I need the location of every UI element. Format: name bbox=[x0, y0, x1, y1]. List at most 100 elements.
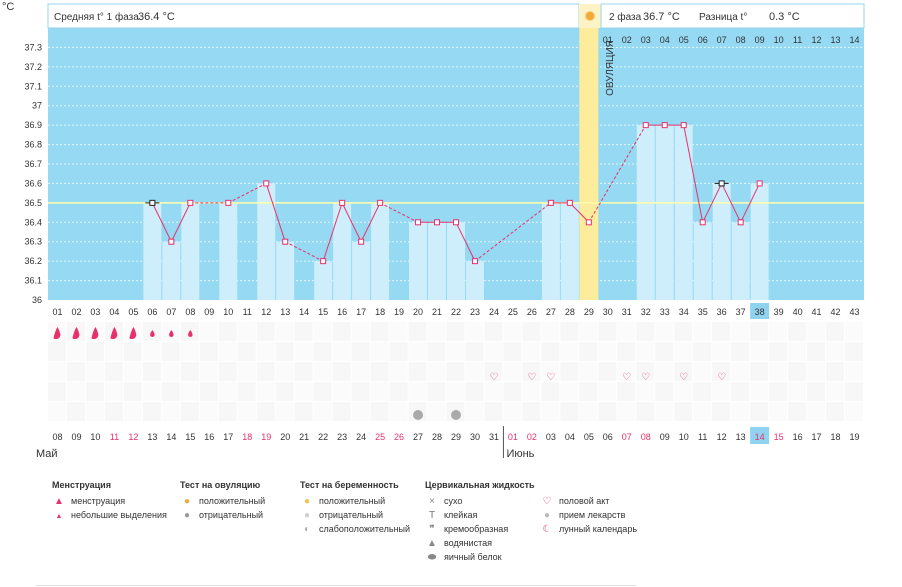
grid-cell bbox=[123, 342, 142, 361]
cycle-day-label: 16 bbox=[337, 307, 347, 317]
menstruation-heavy-icon bbox=[110, 327, 118, 339]
heart-icon: ♡ bbox=[622, 372, 631, 383]
grid-cell bbox=[807, 402, 826, 421]
grid-cell bbox=[503, 402, 522, 421]
legend-item: слабоположительный bbox=[319, 524, 411, 534]
temperature-line-segment bbox=[228, 182, 267, 204]
grid-cell bbox=[617, 382, 636, 401]
temperature-line-segment bbox=[322, 202, 343, 262]
cycle-day-label: 09 bbox=[204, 307, 214, 317]
y-axis-unit: °C bbox=[2, 1, 14, 13]
grid-cell bbox=[332, 382, 351, 401]
legend-other: ♡ половой акт ● прием лекарств ☾ лунный кал… bbox=[540, 480, 638, 536]
grid-cell bbox=[788, 382, 807, 401]
grid-cell bbox=[332, 402, 351, 421]
grid-cell bbox=[351, 362, 370, 381]
grid-cell bbox=[48, 402, 66, 421]
cycle-day-label: 36 bbox=[717, 307, 727, 317]
grid-cell bbox=[750, 342, 769, 361]
month-label: Май bbox=[36, 448, 58, 460]
grid-cell bbox=[731, 382, 750, 401]
grid-cell bbox=[522, 342, 541, 361]
cycle-day-label: 17 bbox=[356, 307, 366, 317]
grid-cell bbox=[617, 362, 636, 381]
y-tick-label: 36.1 bbox=[24, 276, 42, 286]
cycle-day-label: 22 bbox=[451, 307, 461, 317]
ovulation-column bbox=[579, 28, 599, 300]
grid-cell bbox=[598, 322, 617, 341]
legend-item: клейкая bbox=[444, 510, 478, 520]
grid-cell bbox=[66, 362, 85, 381]
temperature-line-segment bbox=[265, 183, 286, 242]
y-tick-label: 36 bbox=[32, 295, 42, 305]
cycle-day-label: 28 bbox=[565, 307, 575, 317]
grid-cell bbox=[484, 402, 503, 421]
temperature-bar bbox=[560, 202, 579, 300]
grid-cell bbox=[769, 342, 788, 361]
grid-cell bbox=[85, 402, 104, 421]
temperature-point bbox=[471, 258, 478, 265]
grid-cell bbox=[845, 402, 863, 421]
post-ovulation-day: 10 bbox=[774, 35, 784, 45]
temperature-point bbox=[699, 219, 706, 226]
temperature-point bbox=[737, 219, 744, 226]
date-label: 04 bbox=[565, 432, 575, 442]
legend-menstruation-title: Менструация bbox=[52, 480, 111, 490]
heart-icon: ♡ bbox=[527, 372, 536, 383]
y-tick-label: 36.3 bbox=[24, 237, 42, 247]
temperature-point bbox=[585, 219, 592, 226]
grid-cell bbox=[446, 322, 465, 341]
grid-cell bbox=[294, 322, 313, 341]
temperature-point bbox=[377, 199, 384, 206]
temperature-point bbox=[168, 238, 175, 245]
post-ovulation-day: 05 bbox=[679, 35, 689, 45]
grid-cell bbox=[218, 342, 237, 361]
phase2-value: 36.7 °C bbox=[643, 11, 680, 23]
cycle-day-label: 10 bbox=[223, 307, 233, 317]
grid-cell bbox=[636, 382, 655, 401]
cycle-day-label: 40 bbox=[793, 307, 803, 317]
grid-cell bbox=[313, 382, 332, 401]
date-label: 08 bbox=[52, 432, 62, 442]
date-label: 08 bbox=[641, 432, 651, 442]
y-tick-label: 36.9 bbox=[24, 120, 42, 130]
date-label: 19 bbox=[261, 432, 271, 442]
sun-icon bbox=[585, 11, 595, 21]
legend-item: менструация bbox=[71, 496, 126, 506]
grid-cell bbox=[85, 342, 104, 361]
bbt-chart: Средняя t° 1 фаза 36.4 °C 2 фаза 36.7 °C Раз… bbox=[2, 1, 865, 460]
y-tick-label: 36.7 bbox=[24, 159, 42, 169]
date-label: 09 bbox=[71, 432, 81, 442]
grid-cell bbox=[674, 402, 693, 421]
grid-cell bbox=[636, 322, 655, 341]
temperature-bar bbox=[541, 202, 560, 300]
date-label: 28 bbox=[432, 432, 442, 442]
grid-cell bbox=[218, 322, 237, 341]
post-ovulation-day: 09 bbox=[755, 35, 765, 45]
grid-cell bbox=[294, 402, 313, 421]
grid-cell bbox=[617, 342, 636, 361]
dry-icon: × bbox=[429, 496, 435, 507]
temperature-bar bbox=[352, 241, 371, 300]
y-tick-label: 37 bbox=[32, 101, 42, 111]
grid-cell bbox=[484, 382, 503, 401]
grid-cell bbox=[294, 382, 313, 401]
grid-cell bbox=[541, 382, 560, 401]
sticky-icon: T bbox=[428, 510, 436, 521]
date-label: 07 bbox=[622, 432, 632, 442]
post-ovulation-day: 03 bbox=[641, 35, 651, 45]
cycle-day-label: 41 bbox=[812, 307, 822, 317]
date-label: 31 bbox=[489, 432, 499, 442]
grid-cell bbox=[351, 342, 370, 361]
temperature-bar bbox=[276, 241, 295, 300]
legend-item: небольшие выделения bbox=[71, 510, 167, 520]
grid-cell bbox=[427, 402, 446, 421]
grid-cell bbox=[199, 382, 218, 401]
grid-cell bbox=[142, 342, 161, 361]
temperature-point bbox=[680, 122, 687, 129]
temperature-bar bbox=[219, 202, 238, 300]
post-ovulation-day: 13 bbox=[831, 35, 841, 45]
date-label: 13 bbox=[736, 432, 746, 442]
menstruation-heavy-icon bbox=[72, 327, 80, 339]
